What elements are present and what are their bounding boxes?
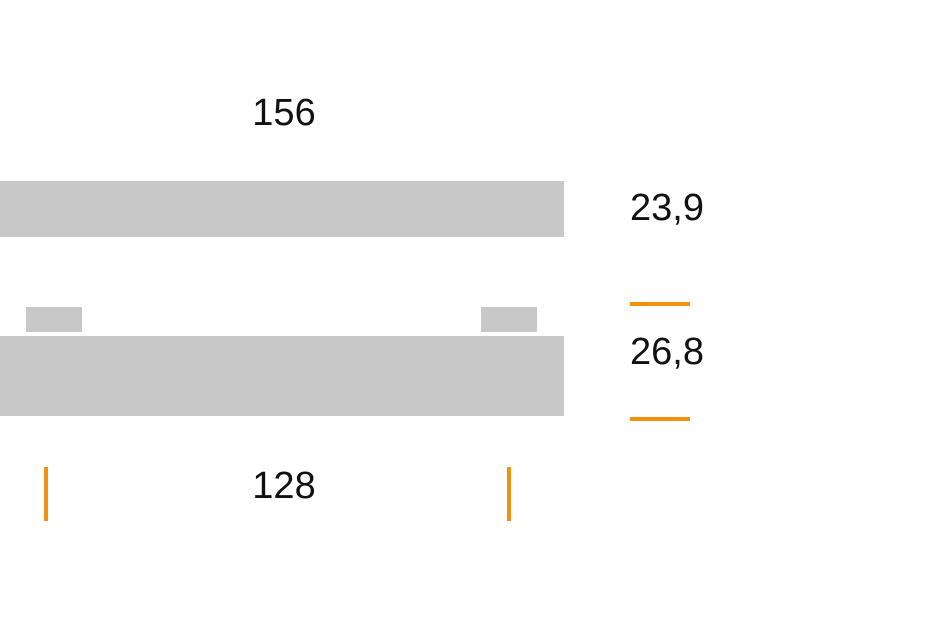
- right-mount-tab: [481, 307, 537, 332]
- spacing-marker-left: [44, 467, 48, 521]
- height-marker-bottom: [630, 417, 690, 421]
- top-bar: [0, 181, 564, 237]
- bottom-height-label: 26,8: [630, 331, 704, 373]
- left-mount-tab: [26, 307, 82, 332]
- spacing-marker-right: [507, 467, 511, 521]
- hole-spacing-label: 128: [252, 465, 316, 507]
- bottom-bar: [0, 336, 564, 416]
- top-width-label: 156: [252, 92, 316, 134]
- top-height-label: 23,9: [630, 187, 704, 229]
- height-marker-top: [630, 302, 690, 306]
